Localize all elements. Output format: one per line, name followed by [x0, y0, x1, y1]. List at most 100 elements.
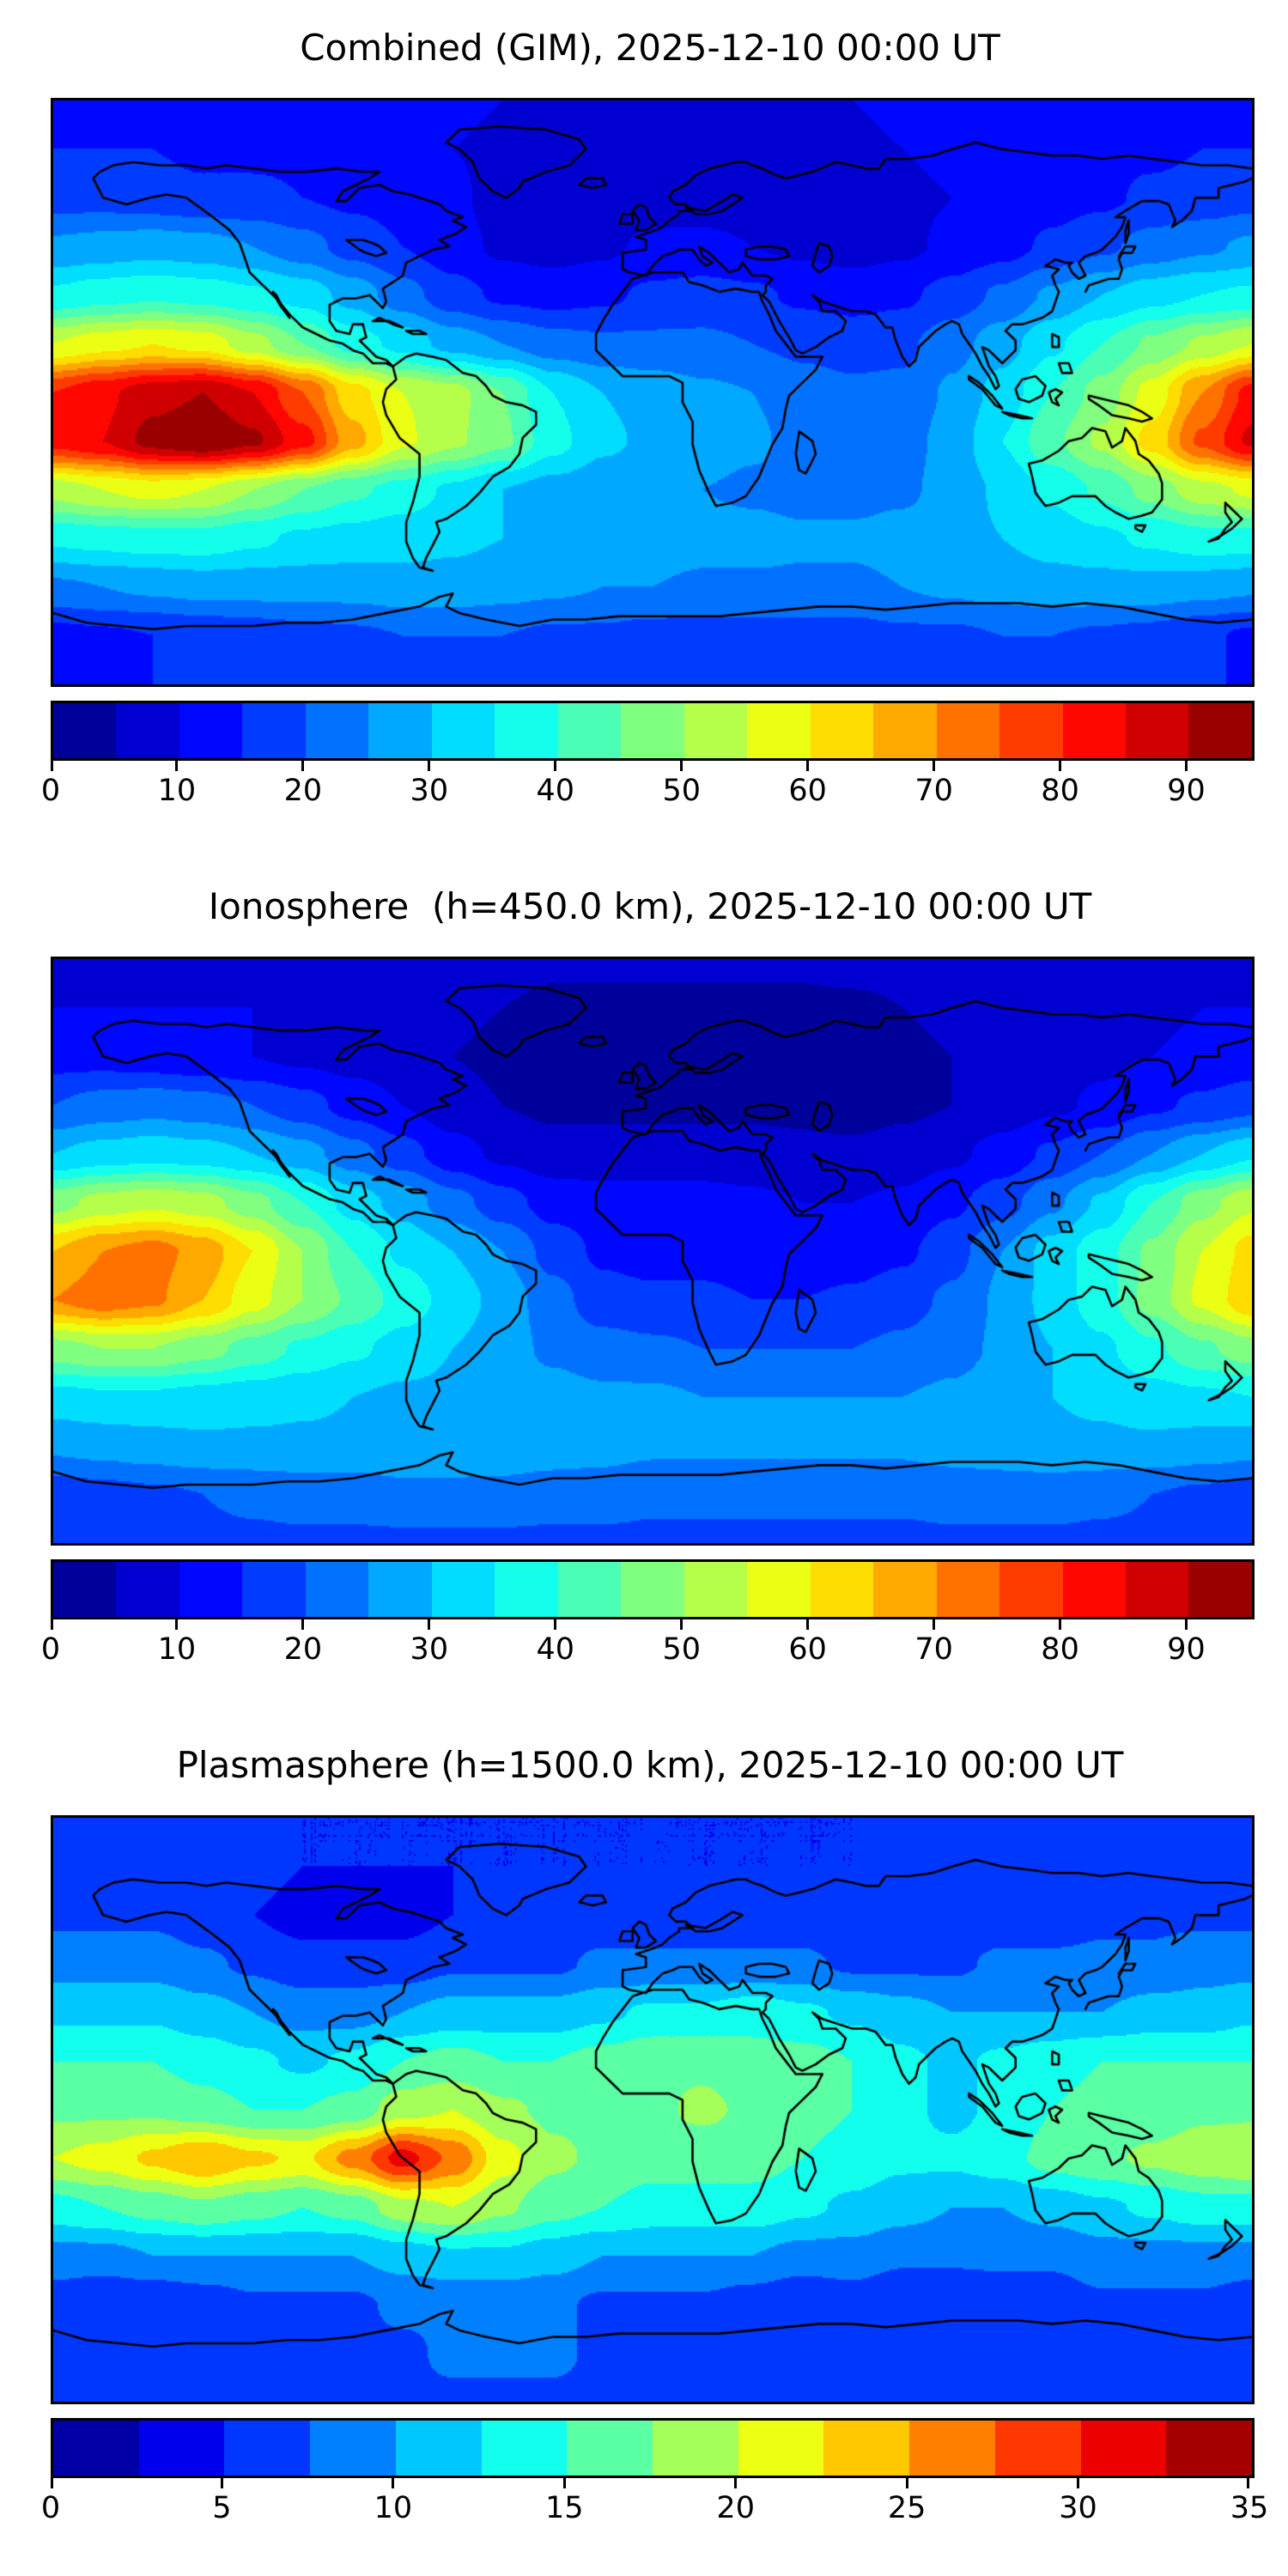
panel-title-plasmasphere: Plasmasphere (h=1500.0 km), 2025-12-10 0…: [176, 1744, 1124, 1786]
colorbar-ticks-ionosphere: 0 10 20 30 40 50 60 70 80 90: [41, 1617, 1249, 1686]
colorbar-tick-mark: [392, 2476, 395, 2488]
colorbar-segment: [138, 2421, 225, 2476]
colorbar-tick-label: 10: [157, 774, 197, 808]
colorbar-ticks-plasmasphere: 0 5 10 15 20 25 30 35: [41, 2476, 1268, 2544]
colorbar-tick-mark: [680, 1617, 683, 1630]
colorbar-tick-label: 0: [40, 774, 61, 808]
colorbar-segment: [116, 1562, 179, 1617]
map-canvas-combined: [51, 98, 1255, 687]
colorbar-segment: [368, 1562, 432, 1617]
colorbar-tick-label: 30: [1059, 2491, 1097, 2525]
colorbar-tick-mark: [806, 1617, 810, 1630]
colorbar-segment: [431, 703, 495, 758]
colorbar-tick-label: 90: [1167, 1632, 1206, 1667]
colorbar-segment: [305, 703, 369, 758]
colorbar-segment: [653, 2421, 738, 2476]
colorbar-tick-label: 80: [1041, 774, 1079, 808]
colorbar-tick-mark: [301, 758, 305, 771]
colorbar-tick-mark: [220, 2476, 223, 2488]
colorbar-segment: [431, 1562, 495, 1617]
colorbar-tick-mark: [175, 1617, 179, 1630]
colorbar-ticks-combined: 0 10 20 30 40 50 60 70 80 90: [41, 758, 1249, 827]
colorbar-segment: [1125, 1562, 1189, 1617]
colorbar-segment: [557, 703, 622, 758]
colorbar-tick-mark: [175, 758, 179, 771]
colorbar-tick-mark: [1059, 1617, 1062, 1630]
colorbar-segment: [999, 703, 1063, 758]
colorbar-segment: [747, 1562, 811, 1617]
colorbar-segment: [495, 1562, 558, 1617]
panel-title-combined: Combined (GIM), 2025-12-10 00:00 UT: [300, 27, 1000, 69]
colorbar-segment: [495, 703, 558, 758]
colorbar-tick-mark: [734, 2476, 738, 2488]
colorbar-tick-label: 50: [662, 1632, 701, 1667]
colorbar-ionosphere: [51, 1559, 1255, 1619]
colorbar-segment: [116, 703, 179, 758]
colorbar-segment: [909, 2421, 995, 2476]
colorbar-segment: [994, 2421, 1081, 2476]
colorbar-tick-label: 10: [374, 2491, 413, 2525]
colorbar-segment: [936, 1562, 1000, 1617]
colorbar-segment: [747, 703, 811, 758]
colorbar-segment: [683, 703, 748, 758]
colorbar-segment: [368, 703, 432, 758]
colorbar-tick-label: 40: [536, 774, 575, 808]
colorbar-tick-mark: [1077, 2476, 1080, 2488]
colorbar-tick-label: 20: [283, 1632, 323, 1667]
colorbar-segment: [1188, 703, 1252, 758]
colorbar-segment: [873, 1562, 937, 1617]
colorbar-tick-mark: [554, 1617, 557, 1630]
colorbar-segment: [557, 1562, 622, 1617]
colorbar-tick-mark: [428, 758, 431, 771]
colorbar-tick-mark: [680, 758, 683, 771]
colorbar-segment: [1125, 703, 1189, 758]
colorbar-segment: [738, 2421, 824, 2476]
colorbar-tick-label: 30: [410, 774, 449, 808]
colorbar-tick-label: 70: [914, 1632, 953, 1667]
colorbar-segment: [310, 2421, 396, 2476]
colorbar-segment: [53, 2421, 139, 2476]
colorbar-segment: [1062, 1562, 1126, 1617]
colorbar-tick-mark: [933, 1617, 936, 1630]
colorbar-segment: [810, 703, 874, 758]
colorbar-tick-label: 20: [283, 774, 323, 808]
colorbar-segment: [621, 1562, 684, 1617]
colorbar-segment: [1062, 703, 1126, 758]
colorbar-tick-label: 30: [410, 1632, 449, 1667]
colorbar-segment: [1080, 2421, 1167, 2476]
colorbar-tick-mark: [51, 2476, 53, 2488]
colorbar-segment: [1166, 2421, 1253, 2476]
colorbar-segment: [683, 1562, 748, 1617]
colorbar-segment: [873, 703, 937, 758]
colorbar-segment: [567, 2421, 653, 2476]
colorbar-segment: [810, 1562, 874, 1617]
colorbar-plasmasphere: [51, 2418, 1255, 2478]
map-canvas-plasmasphere: [51, 1815, 1255, 2404]
colorbar-tick-mark: [1185, 758, 1188, 771]
colorbar-tick-mark: [428, 1617, 431, 1630]
colorbar-tick-label: 15: [545, 2491, 584, 2525]
colorbar-tick-label: 5: [212, 2491, 232, 2525]
colorbar-segment: [53, 1562, 117, 1617]
colorbar-tick-mark: [933, 758, 936, 771]
colorbar-segment: [1188, 1562, 1252, 1617]
colorbar-tick-mark: [1185, 1617, 1188, 1630]
colorbar-segment: [242, 703, 306, 758]
colorbar-tick-label: 35: [1230, 2491, 1269, 2525]
panel-title-ionosphere: Ionosphere (h=450.0 km), 2025-12-10 00:0…: [208, 885, 1092, 927]
colorbar-tick-mark: [301, 1617, 305, 1630]
colorbar-segment: [242, 1562, 306, 1617]
colorbar-tick-mark: [51, 758, 53, 771]
colorbar-tick-mark: [905, 2476, 908, 2488]
colorbar-tick-label: 50: [662, 774, 701, 808]
colorbar-segment: [224, 2421, 311, 2476]
colorbar-tick-label: 0: [40, 1632, 61, 1667]
colorbar-tick-mark: [554, 758, 557, 771]
colorbar-tick-label: 0: [40, 2491, 61, 2525]
colorbar-tick-mark: [806, 758, 810, 771]
colorbar-tick-label: 60: [788, 1632, 827, 1667]
colorbar-segment: [53, 703, 117, 758]
colorbar-tick-label: 25: [887, 2491, 927, 2525]
colorbar-tick-label: 10: [157, 1632, 197, 1667]
colorbar-segment: [621, 703, 684, 758]
